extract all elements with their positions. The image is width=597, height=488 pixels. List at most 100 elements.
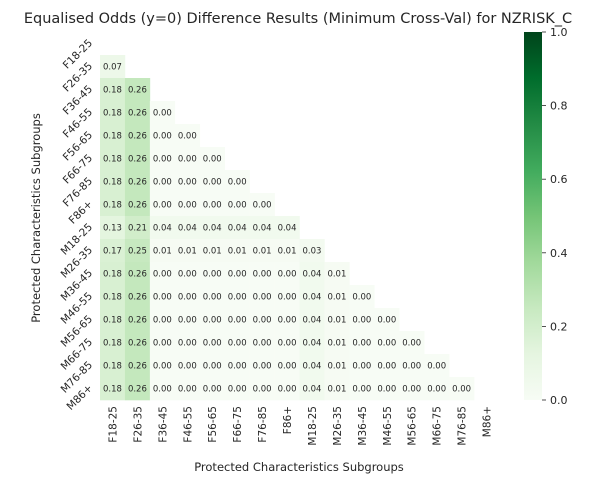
cell-value-label: 0.26 bbox=[128, 178, 147, 188]
cell-value-label: 0.00 bbox=[228, 201, 247, 211]
y-axis-tick-labels: F18-25F26-35F36-45F46-55F56-65F66-75F76-… bbox=[59, 37, 95, 413]
cell-value-label: 0.00 bbox=[228, 316, 247, 326]
heatmap-cell bbox=[100, 331, 126, 355]
heatmap-cells bbox=[100, 55, 475, 401]
heatmap-cell bbox=[349, 308, 375, 332]
cell-value-label: 0.26 bbox=[128, 316, 147, 326]
heatmap-cell bbox=[149, 354, 176, 378]
x-tick-label: F66-75 bbox=[232, 406, 244, 443]
heatmap-cell bbox=[100, 354, 126, 378]
cell-value-label: 0.00 bbox=[352, 293, 371, 303]
heatmap-cell bbox=[249, 354, 275, 378]
heatmap-cell bbox=[324, 354, 350, 378]
heatmap-cell bbox=[124, 78, 151, 102]
heatmap-cell bbox=[299, 285, 325, 309]
heatmap-cell bbox=[224, 170, 250, 194]
chart-title: Equalised Odds (y=0) Difference Results … bbox=[24, 11, 572, 27]
heatmap-cell bbox=[349, 331, 375, 355]
heatmap-cell bbox=[349, 377, 375, 401]
heatmap-cell bbox=[324, 331, 350, 355]
cell-value-label: 0.00 bbox=[153, 155, 172, 165]
cell-value-label: 0.00 bbox=[278, 293, 297, 303]
heatmap-cell bbox=[100, 377, 126, 401]
cell-value-label: 0.04 bbox=[303, 339, 322, 349]
cell-value-label: 0.00 bbox=[377, 362, 396, 372]
cell-value-label: 0.26 bbox=[128, 109, 147, 119]
cell-value-label: 0.00 bbox=[178, 339, 197, 349]
cell-value-label: 0.26 bbox=[128, 339, 147, 349]
cell-value-label: 0.01 bbox=[153, 247, 172, 257]
heatmap-cell bbox=[124, 331, 151, 355]
cell-value-label: 0.21 bbox=[128, 224, 147, 234]
colorbar-tick-label: 0.6 bbox=[550, 173, 568, 186]
cell-value-label: 0.00 bbox=[352, 316, 371, 326]
heatmap-cell bbox=[124, 147, 151, 171]
cell-value-label: 0.04 bbox=[203, 224, 222, 234]
cell-value-label: 0.00 bbox=[178, 270, 197, 280]
heatmap-cell bbox=[249, 262, 275, 286]
cell-value-label: 0.26 bbox=[128, 293, 147, 303]
heatmap-cell bbox=[274, 377, 300, 401]
heatmap-cell bbox=[324, 377, 350, 401]
heatmap-cell bbox=[174, 239, 201, 263]
cell-value-label: 0.03 bbox=[303, 247, 322, 257]
colorbar-tick-label: 0.0 bbox=[550, 394, 568, 407]
cell-value-label: 0.00 bbox=[352, 339, 371, 349]
cell-value-label: 0.00 bbox=[253, 316, 272, 326]
cell-value-label: 0.00 bbox=[278, 270, 297, 280]
heatmap-cell bbox=[224, 285, 250, 309]
cell-value-label: 0.00 bbox=[253, 270, 272, 280]
cell-value-label: 0.00 bbox=[203, 293, 222, 303]
cell-value-label: 0.00 bbox=[253, 201, 272, 211]
cell-value-label: 0.26 bbox=[128, 132, 147, 142]
heatmap-cell bbox=[199, 285, 225, 309]
colorbar-tick-label: 0.2 bbox=[550, 320, 568, 333]
cell-value-label: 0.01 bbox=[278, 247, 297, 257]
heatmap-cell bbox=[174, 193, 201, 217]
cell-value-label: 0.00 bbox=[203, 385, 222, 395]
heatmap-cell bbox=[224, 308, 250, 332]
colorbar-tick-label: 0.8 bbox=[550, 100, 568, 113]
heatmap-cell bbox=[374, 377, 400, 401]
cell-value-label: 0.26 bbox=[128, 155, 147, 165]
cell-value-label: 0.00 bbox=[203, 155, 222, 165]
heatmap-cell bbox=[174, 216, 201, 240]
cell-value-label: 0.00 bbox=[153, 109, 172, 119]
cell-value-label: 0.04 bbox=[303, 385, 322, 395]
cell-value-label: 0.01 bbox=[327, 385, 346, 395]
cell-value-label: 0.00 bbox=[352, 362, 371, 372]
cell-value-label: 0.04 bbox=[228, 224, 247, 234]
cell-value-label: 0.00 bbox=[203, 270, 222, 280]
heatmap-cell bbox=[299, 239, 325, 263]
cell-value-label: 0.00 bbox=[203, 178, 222, 188]
x-tick-label: M46-55 bbox=[382, 406, 394, 446]
x-axis-tick-labels: F18-25 F26-35 F36-45 F46-55 F56-65 F66-75 F76-… bbox=[107, 406, 493, 446]
heatmap-cell bbox=[149, 331, 176, 355]
heatmap-cell bbox=[149, 124, 176, 148]
heatmap-cell bbox=[174, 147, 201, 171]
heatmap-cell bbox=[100, 308, 126, 332]
heatmap-cell bbox=[224, 262, 250, 286]
cell-value-label: 0.00 bbox=[253, 339, 272, 349]
x-tick-label: F26-35 bbox=[132, 406, 144, 443]
cell-value-label: 0.00 bbox=[228, 339, 247, 349]
heatmap-cell bbox=[124, 377, 151, 401]
cell-value-label: 0.00 bbox=[377, 316, 396, 326]
heatmap-cell bbox=[174, 377, 201, 401]
cell-value-label: 0.00 bbox=[228, 362, 247, 372]
x-tick-label: F76-85 bbox=[257, 406, 269, 443]
cell-value-label: 0.00 bbox=[153, 339, 172, 349]
heatmap-cell bbox=[224, 377, 250, 401]
heatmap-cell bbox=[174, 308, 201, 332]
heatmap-cell bbox=[100, 170, 126, 194]
cell-value-label: 0.00 bbox=[278, 339, 297, 349]
cell-value-label: 0.26 bbox=[128, 270, 147, 280]
heatmap-cell bbox=[399, 377, 425, 401]
colorbar-tick-label: 0.4 bbox=[550, 247, 568, 260]
heatmap-cell bbox=[174, 354, 201, 378]
heatmap-cell bbox=[224, 216, 250, 240]
cell-value-label: 0.18 bbox=[103, 155, 122, 165]
cell-value-label: 0.00 bbox=[153, 132, 172, 142]
heatmap-cell bbox=[100, 55, 126, 79]
